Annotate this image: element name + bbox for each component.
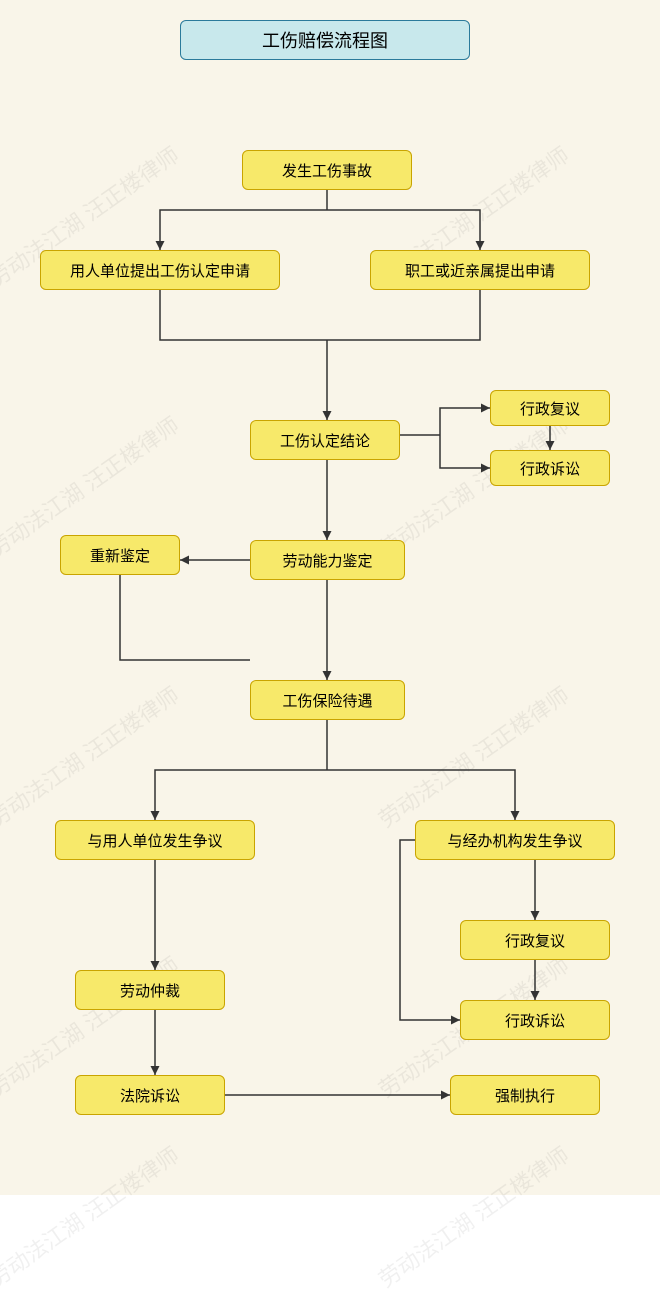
flow-node-n3: 职工或近亲属提出申请 xyxy=(370,250,590,290)
edge xyxy=(327,210,480,250)
edge xyxy=(400,840,460,1020)
flow-node-n12: 行政复议 xyxy=(460,920,610,960)
flow-node-n5: 行政复议 xyxy=(490,390,610,426)
flow-node-n14: 劳动仲裁 xyxy=(75,970,225,1010)
flow-node-n15: 法院诉讼 xyxy=(75,1075,225,1115)
edge xyxy=(160,290,480,340)
edge xyxy=(327,770,515,820)
flow-node-n16: 强制执行 xyxy=(450,1075,600,1115)
watermark: 劳动法江湖 汪正楼律师 xyxy=(0,678,185,834)
flow-node-n9: 工伤保险待遇 xyxy=(250,680,405,720)
flow-node-n13: 行政诉讼 xyxy=(460,1000,610,1040)
watermark: 劳动法江湖 汪正楼律师 xyxy=(371,1138,575,1294)
flow-node-n4: 工伤认定结论 xyxy=(250,420,400,460)
edge xyxy=(120,575,250,660)
flow-node-n1: 发生工伤事故 xyxy=(242,150,412,190)
flow-node-n7: 劳动能力鉴定 xyxy=(250,540,405,580)
flowchart-canvas: 劳动法江湖 汪正楼律师劳动法江湖 汪正楼律师劳动法江湖 汪正楼律师劳动法江湖 汪… xyxy=(0,0,660,1195)
flow-node-n2: 用人单位提出工伤认定申请 xyxy=(40,250,280,290)
title-node: 工伤赔偿流程图 xyxy=(180,20,470,60)
edge xyxy=(440,435,490,468)
flow-node-n8: 重新鉴定 xyxy=(60,535,180,575)
edge xyxy=(160,210,327,250)
watermark: 劳动法江湖 汪正楼律师 xyxy=(0,1138,185,1294)
flow-node-n6: 行政诉讼 xyxy=(490,450,610,486)
flow-node-n10: 与用人单位发生争议 xyxy=(55,820,255,860)
edge xyxy=(440,408,490,435)
edge xyxy=(155,770,327,820)
flow-node-n11: 与经办机构发生争议 xyxy=(415,820,615,860)
